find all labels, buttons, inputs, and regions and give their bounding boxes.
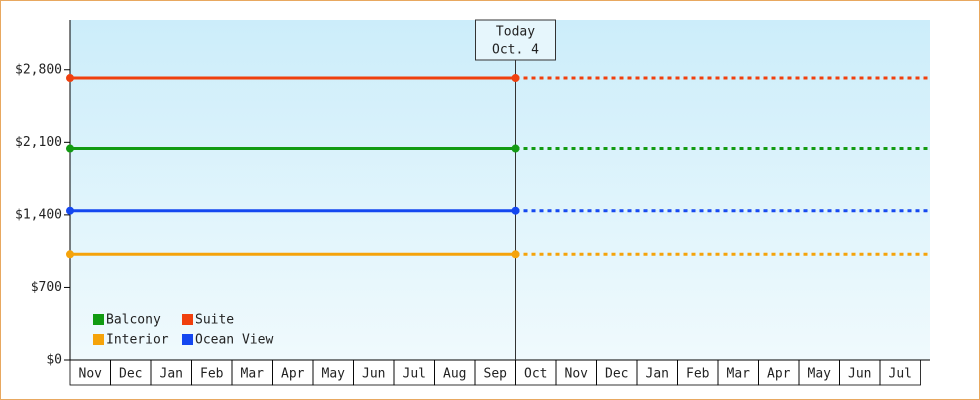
y-tick-label: $0 bbox=[46, 353, 62, 368]
x-tick-label: Mar bbox=[727, 367, 751, 382]
today-label: Oct. 4 bbox=[492, 43, 539, 58]
x-tick-label: Nov bbox=[565, 367, 589, 382]
y-tick-label: $2,100 bbox=[15, 135, 62, 150]
x-tick-label: Sep bbox=[484, 367, 508, 382]
y-tick-label: $1,400 bbox=[15, 207, 62, 222]
x-tick-label: Jan bbox=[160, 367, 183, 382]
x-tick-label: May bbox=[808, 367, 832, 382]
x-tick-label: Dec bbox=[119, 367, 142, 382]
legend-label: Ocean View bbox=[195, 333, 273, 348]
x-tick-label: Jul bbox=[889, 367, 912, 382]
x-tick-label: Jan bbox=[646, 367, 669, 382]
x-tick-label: Aug bbox=[443, 367, 466, 382]
x-tick-label: Mar bbox=[241, 367, 265, 382]
point bbox=[511, 144, 520, 153]
x-cell bbox=[879, 359, 921, 386]
legend-swatch bbox=[182, 334, 193, 345]
legend-swatch bbox=[93, 334, 104, 345]
legend-swatch bbox=[182, 314, 193, 325]
x-tick-label: Feb bbox=[686, 367, 710, 382]
point bbox=[511, 74, 520, 83]
x-tick-label: Jul bbox=[403, 367, 426, 382]
point bbox=[66, 250, 74, 259]
point bbox=[511, 206, 520, 215]
x-tick-label: May bbox=[322, 367, 346, 382]
x-tick-label: Oct bbox=[524, 367, 547, 382]
x-tick-label: Jun bbox=[848, 367, 871, 382]
plot-area bbox=[70, 20, 930, 360]
today-box bbox=[475, 19, 556, 61]
point bbox=[66, 74, 74, 83]
legend-label: Suite bbox=[195, 313, 234, 328]
x-tick-label: Apr bbox=[767, 367, 791, 382]
legend-label: Interior bbox=[106, 333, 169, 348]
point bbox=[66, 144, 74, 153]
x-tick-label: Feb bbox=[200, 367, 224, 382]
x-tick-label: Nov bbox=[79, 367, 103, 382]
x-tick-label: Jun bbox=[362, 367, 385, 382]
legend-label: Balcony bbox=[106, 313, 161, 328]
x-tick-label: Dec bbox=[605, 367, 628, 382]
point bbox=[66, 206, 74, 215]
today-label: Today bbox=[496, 25, 535, 40]
legend-swatch bbox=[93, 314, 104, 325]
point bbox=[511, 250, 520, 259]
x-tick-label: Apr bbox=[281, 367, 305, 382]
y-tick-label: $700 bbox=[31, 280, 62, 295]
y-tick-label: $2,800 bbox=[15, 62, 62, 77]
